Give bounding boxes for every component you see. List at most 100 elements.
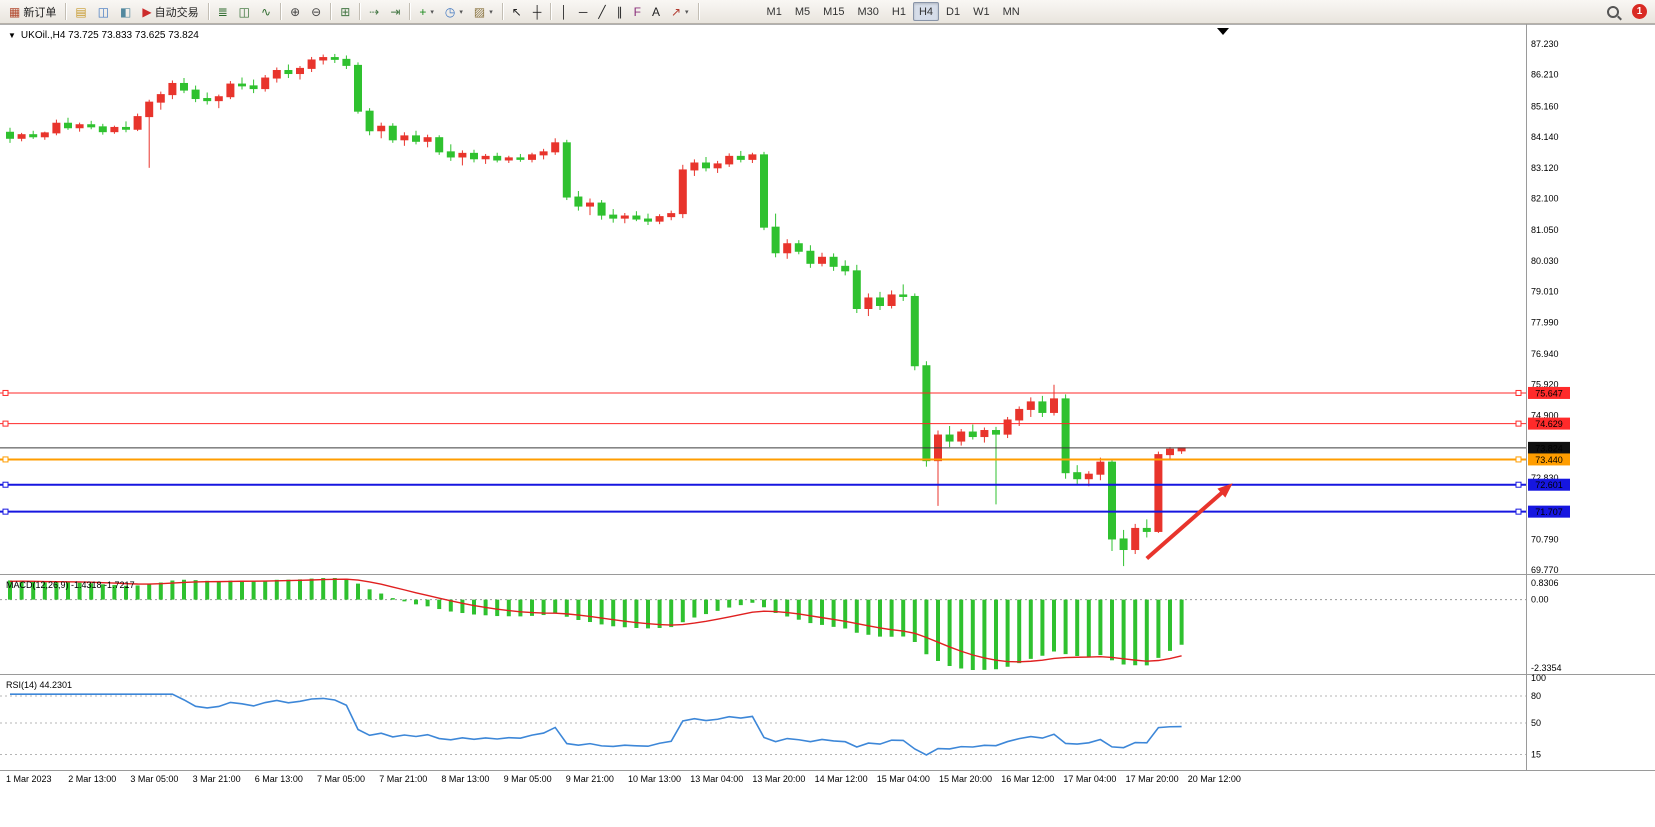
templates-button[interactable]: ▨ ▾ [469,2,498,21]
chart-expand-caret-icon[interactable]: ▼ [8,30,16,40]
price-tick-label: 74.900 [1531,410,1559,420]
timeframe-w1-button[interactable]: W1 [967,2,996,21]
notification-badge[interactable]: 1 [1632,4,1647,19]
rsi-axis-label: 80 [1531,691,1541,701]
toolbar-separator [280,3,282,20]
new-order-button[interactable]: ▦ 新订单 [4,2,61,21]
cursor-button[interactable]: ↖ [507,2,527,21]
timeframe-mn-button[interactable]: MN [997,2,1026,21]
zoom-in-button[interactable]: ⊕ [285,2,305,21]
resistance-line-2-price-tag-label: 74.629 [1535,419,1563,429]
fibonacci-button[interactable]: F [629,2,646,21]
timeframe-d1-button[interactable]: D1 [940,2,966,21]
templates-button-caret-icon: ▾ [489,8,493,16]
price-tick-label: 85.160 [1531,101,1559,111]
time-axis-label: 9 Mar 21:00 [566,774,614,784]
market-watch-button[interactable]: ▤ [70,2,91,21]
resistance-line-1-anchor[interactable] [2,389,9,396]
toolbar-right: 1 [1602,2,1651,21]
timeframe-m30-button[interactable]: M30 [852,2,885,21]
toolbar-separator [697,3,699,20]
arrows-button-caret-icon: ▾ [685,8,689,16]
text-button[interactable]: A [647,2,665,21]
candlestick-chart-icon: ◫ [238,4,251,19]
line-chart-button[interactable]: ∿ [256,2,276,21]
auto-scroll-icon: ⇢ [369,4,380,19]
market-watch-icon: ▤ [75,4,87,19]
new-order-icon: ▦ [9,4,21,19]
support-line-orange-anchor[interactable] [1515,456,1522,463]
time-axis-label: 13 Mar 04:00 [690,774,743,784]
support-line-orange-anchor[interactable] [2,456,9,463]
price-tick-label: 84.140 [1531,132,1559,142]
support-line-blue-2-price-tag [1528,505,1570,518]
support-line-orange-price-tag [1528,453,1570,466]
zoom-out-button[interactable]: ⊖ [306,2,326,21]
time-axis-label: 16 Mar 12:00 [1001,774,1054,784]
trendline-button[interactable]: ╱ [593,2,610,21]
support-line-blue-2-anchor[interactable] [1515,508,1522,515]
periods-button[interactable]: ◷ ▾ [440,2,468,21]
arrows-button[interactable]: ↗ ▾ [666,2,694,21]
fibonacci-icon: F [633,4,641,19]
timeframe-m30-button-label: M30 [857,5,879,18]
support-line-blue-1-anchor[interactable] [1515,481,1522,488]
chart-window[interactable]: 87.230 86.210 85.160 84.140 83.120 82.100 81.0… [0,24,1655,827]
cursor-icon: ↖ [511,4,522,19]
search-button[interactable] [1602,2,1624,21]
auto-scroll-button[interactable]: ⇢ [364,2,384,21]
terminal-button[interactable]: ◧ [115,2,136,21]
symbol-label[interactable]: ▼ UKOil.,H4 73.725 73.833 73.625 73.824 [8,30,199,41]
indicators-button[interactable]: + ▾ [414,2,439,21]
resistance-line-1-price-tag [1528,386,1570,399]
support-line-blue-2-price-tag-label: 71.707 [1535,507,1563,517]
periods-icon: ◷ [444,4,456,19]
horizontal-line-button[interactable]: ─ [574,2,593,21]
navigator-button[interactable]: ◫ [93,2,114,21]
autotrading-button[interactable]: ▶ 自动交易 [137,2,203,21]
support-line-blue-1-anchor[interactable] [2,481,9,488]
channel-button[interactable]: ∥ [612,2,628,21]
rsi-line [10,693,1182,756]
support-line-blue-2-anchor[interactable] [2,508,9,515]
macd-indicator-label: MACD(12,26,9) -1.4318 -1.7217 [6,580,135,590]
timeframe-m15-button[interactable]: M15 [817,2,850,21]
price-tick-label: 79.010 [1531,287,1559,297]
time-axis-label: 14 Mar 12:00 [815,774,868,784]
macd-signal-line [9,578,1182,663]
timeframe-m5-button[interactable]: M5 [789,2,816,21]
indicators-button-caret-icon: ▾ [430,8,434,16]
timeframe-m1-button[interactable]: M1 [761,2,788,21]
price-tick-label: 86.210 [1531,70,1559,80]
price-tick-label: 76.940 [1531,349,1559,359]
bar-chart-button[interactable]: ≣ [213,2,233,21]
crosshair-icon: ┼ [532,4,542,19]
vertical-line-button[interactable]: │ [555,2,573,21]
resistance-line-2-anchor[interactable] [2,420,9,427]
timeframe-h4-button-label: H4 [918,5,934,18]
candlestick-chart-button[interactable]: ◫ [234,2,255,21]
horizontal-line-icon: ─ [578,4,588,19]
timeframe-h1-button[interactable]: H1 [886,2,912,21]
price-tick-label: 70.790 [1531,534,1559,544]
crosshair-button[interactable]: ┼ [528,2,547,21]
trend-arrow[interactable] [1145,488,1227,561]
price-tick-label: 82.100 [1531,194,1559,204]
resistance-line-1-anchor[interactable] [1515,389,1522,396]
chart-canvas[interactable]: 87.230 86.210 85.160 84.140 83.120 82.100 81.0… [0,24,1655,827]
chart-shift-button[interactable]: ⇥ [385,2,405,21]
time-axis-label: 13 Mar 20:00 [752,774,805,784]
tile-windows-button[interactable]: ⊞ [335,2,355,21]
resistance-line-2-anchor[interactable] [1515,420,1522,427]
timeframe-h4-button[interactable]: H4 [912,2,940,21]
shift-end-marker-icon[interactable] [1217,28,1229,35]
price-tick-label: 81.050 [1531,225,1559,235]
time-axis-label: 17 Mar 20:00 [1126,774,1179,784]
current-price-line-price-tag-label: 73.824 [1535,443,1563,453]
current-price-line-price-tag [1528,441,1570,454]
search-icon [1607,5,1619,18]
toolbar-separator [65,3,67,20]
trend-arrow-head-icon[interactable] [1217,483,1233,498]
indicators-icon: + [419,4,427,19]
timeframe-m15-button-label: M15 [823,5,845,18]
